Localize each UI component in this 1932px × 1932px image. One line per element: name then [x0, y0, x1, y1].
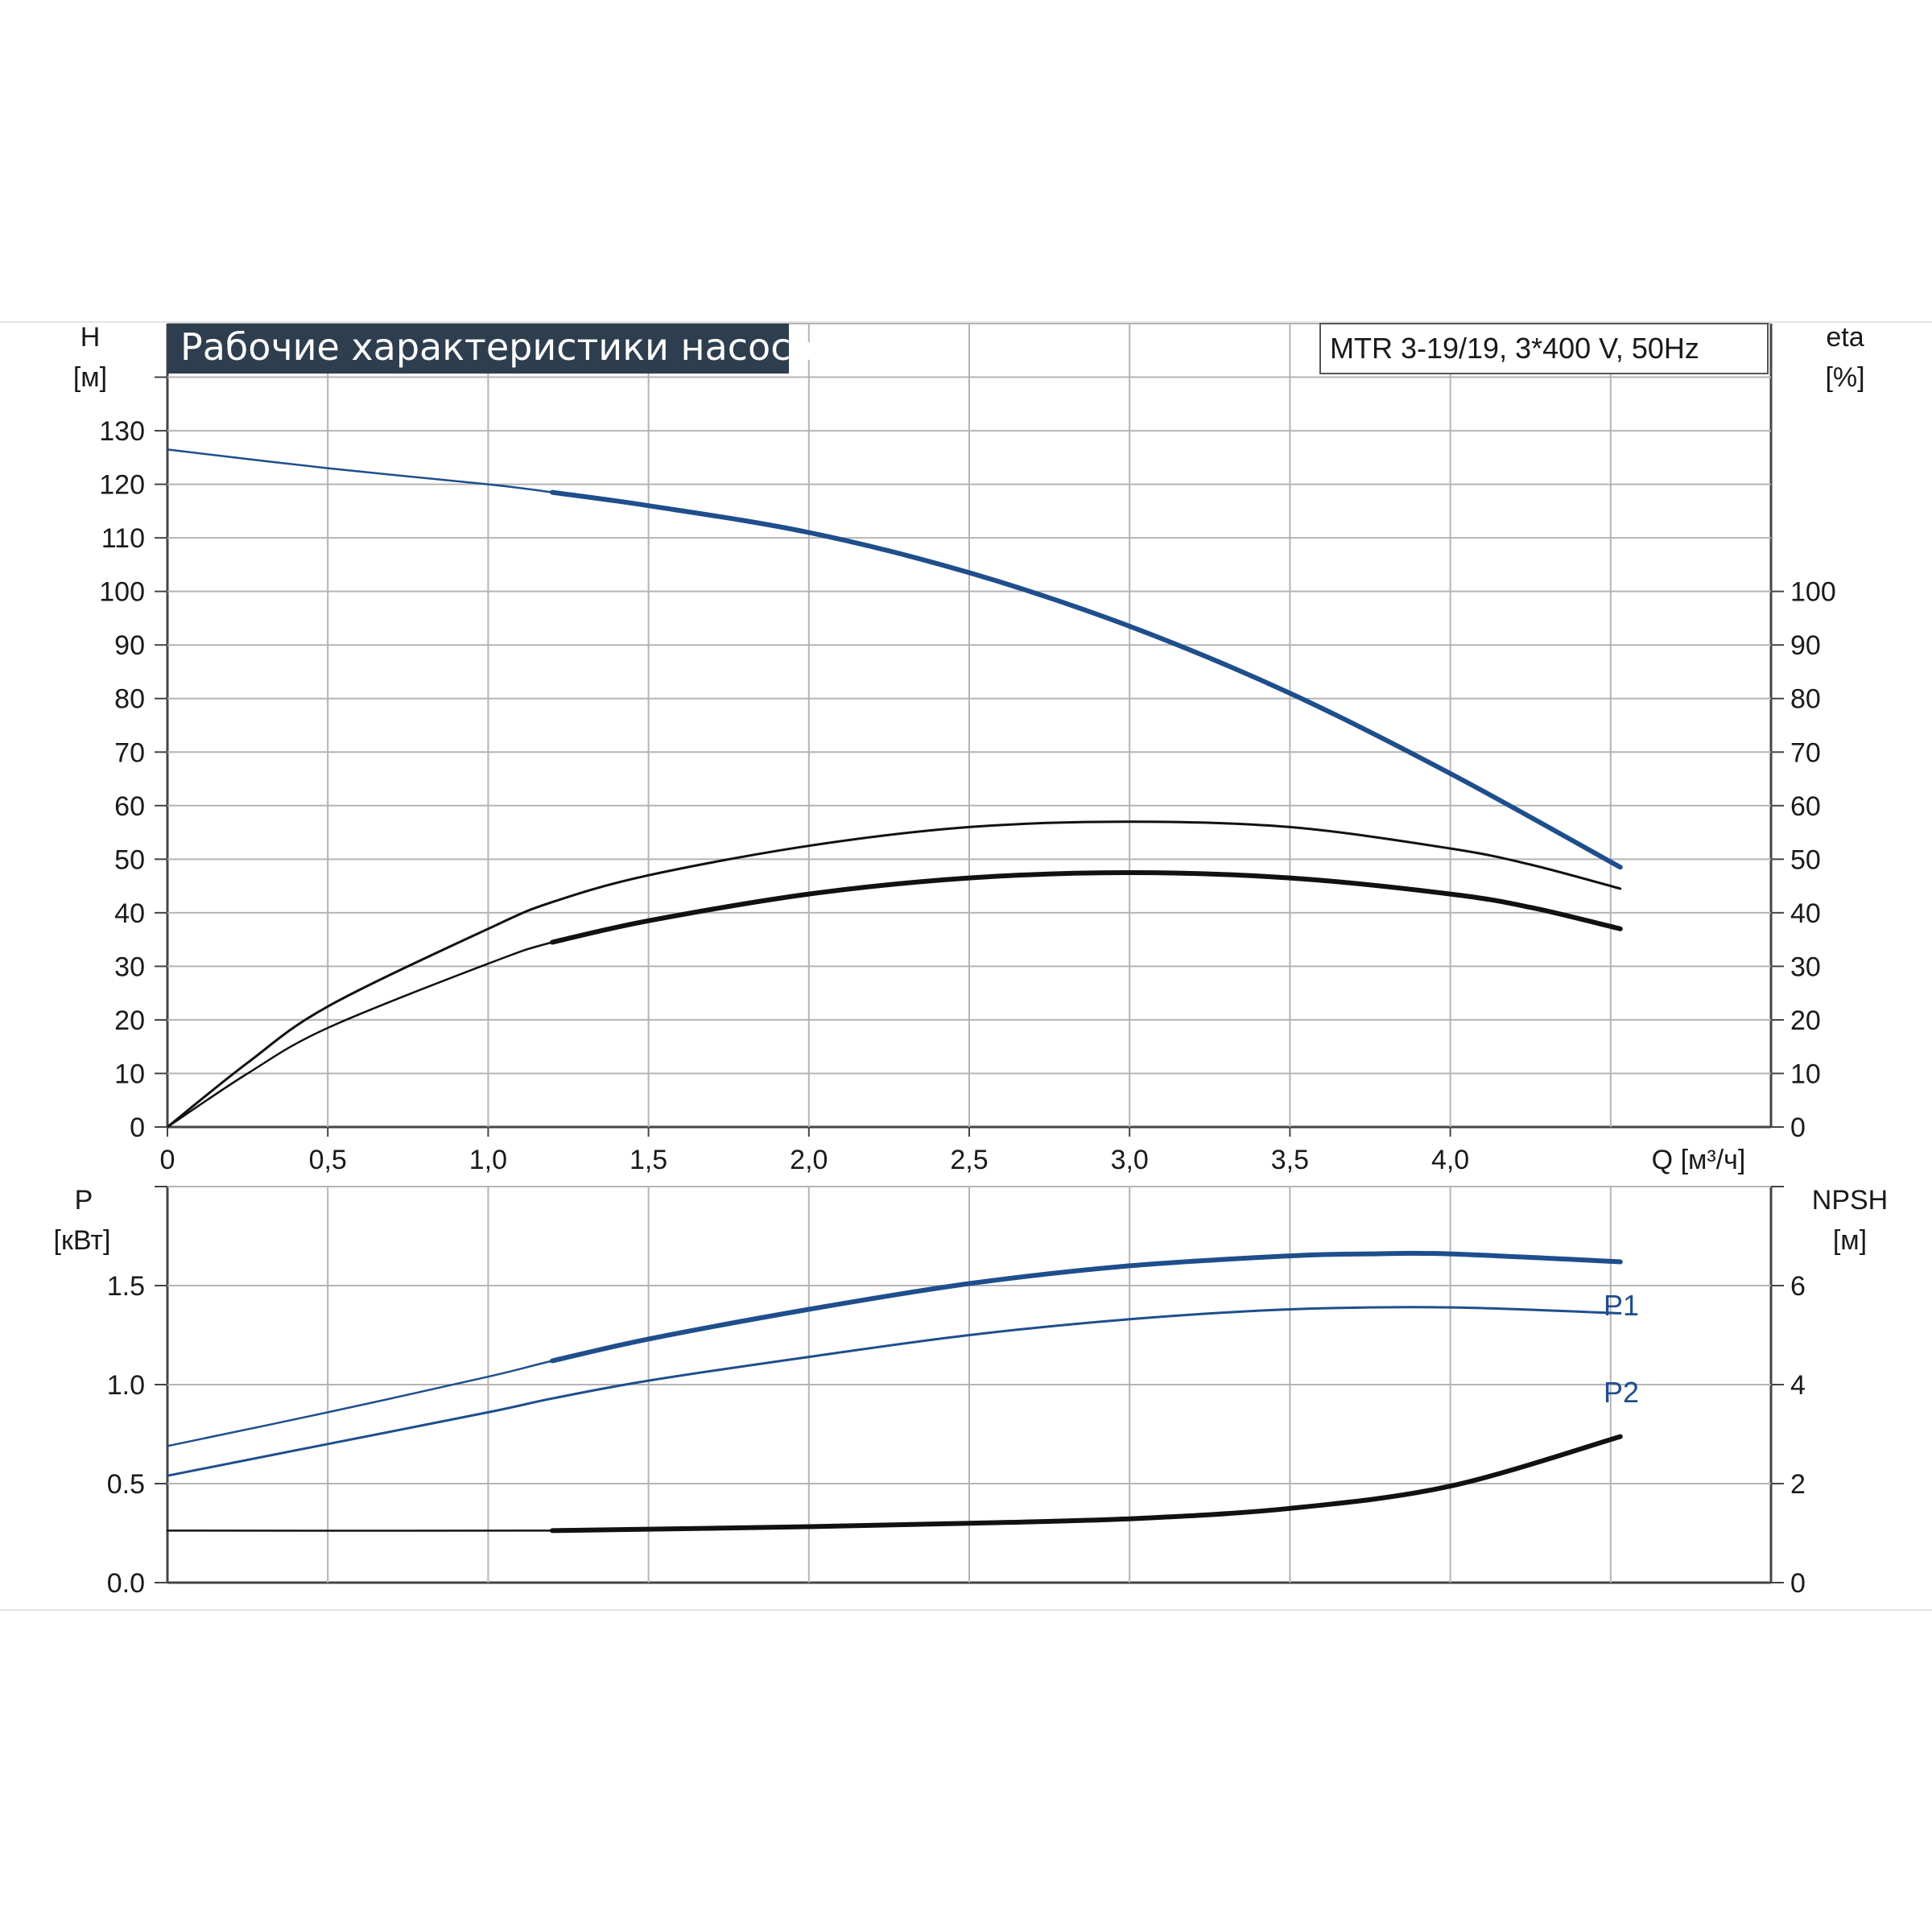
lower-right-axis-symbol: NPSH: [1812, 1185, 1888, 1216]
lower-left-axis-symbol: P: [75, 1185, 93, 1216]
x-tick-label-0: 0: [160, 1145, 175, 1175]
p1-curve-bold: [550, 1250, 1623, 1364]
grid: [167, 324, 1771, 1583]
npsh-tick-label-0: 0: [1790, 1568, 1806, 1599]
h-tick-label-10: 100: [99, 577, 145, 608]
p2-series-label: P2: [1604, 1376, 1639, 1409]
upper-eta-total-curve-thin: [166, 871, 1622, 1129]
upper-left-axis-symbol: H: [80, 322, 101, 353]
h-tick-label-3: 30: [114, 952, 145, 982]
tick-labels: 0 0,5 1,0 1,5 2,0 2,5 3,0 3,5 4,0010203040506070…: [99, 376, 1836, 1599]
x-tick-label-3: 1,5: [630, 1145, 667, 1175]
title-banner: [167, 324, 789, 374]
eta-tick-label-5: 50: [1790, 844, 1821, 875]
eta-tick-label-2: 20: [1790, 1005, 1821, 1036]
upper-eta-curve: [166, 820, 1622, 1129]
x-tick-label-5: 2,5: [950, 1145, 988, 1175]
h-tick-label-13: 130: [99, 416, 145, 447]
x-tick-label-7: 3,5: [1271, 1145, 1309, 1175]
p2-curve: [166, 1306, 1622, 1477]
upper-left-axis-unit: [м]: [73, 362, 107, 393]
lower-left-axis-unit: [кВт]: [54, 1225, 111, 1256]
h-tick-label-2: 20: [114, 1005, 145, 1036]
npsh-curve-bold: [550, 1434, 1623, 1534]
eta-tick-label-4: 40: [1790, 898, 1821, 929]
h-tick-label-0: 0: [130, 1113, 145, 1143]
chart-title: Рабочие характеристики насоса: [180, 325, 814, 369]
p-tick-label-3: 1.5: [107, 1271, 145, 1302]
p-tick-label-0: 0.0: [107, 1568, 145, 1599]
h-tick-label-7: 70: [114, 737, 145, 768]
h-tick-label-12: 120: [99, 470, 145, 501]
x-axis-title: Q [м³/ч]: [1652, 1145, 1746, 1175]
h-tick-label-6: 60: [114, 791, 145, 822]
curves: [166, 448, 1623, 1534]
npsh-tick-label-2: 4: [1790, 1370, 1806, 1401]
eta-tick-label-10: 100: [1790, 577, 1836, 608]
p1-series-label: P1: [1604, 1289, 1639, 1322]
eta-tick-label-3: 30: [1790, 952, 1821, 982]
eta-tick-label-9: 90: [1790, 630, 1821, 661]
p-tick-label-1: 0.5: [107, 1469, 145, 1500]
h-tick-label-8: 80: [114, 684, 145, 715]
eta-tick-label-0: 0: [1790, 1113, 1806, 1143]
model-label: MTR 3-19/19, 3*400 V, 50Hz: [1330, 332, 1699, 365]
h-tick-label-11: 110: [101, 523, 145, 554]
npsh-tick-label-3: 6: [1790, 1271, 1806, 1302]
eta-tick-label-8: 80: [1790, 684, 1821, 715]
x-tick-label-4: 2,0: [790, 1145, 828, 1175]
eta-tick-label-7: 70: [1790, 737, 1821, 768]
x-tick-label-8: 4,0: [1431, 1145, 1469, 1175]
h-tick-label-4: 40: [114, 898, 145, 929]
upper-right-axis-symbol: eta: [1826, 322, 1864, 353]
h-tick-label-5: 50: [114, 844, 145, 875]
upper-right-axis-unit: [%]: [1825, 362, 1864, 393]
x-tick-label-1: 0,5: [309, 1145, 347, 1175]
npsh-tick-label-1: 2: [1790, 1469, 1806, 1500]
upper-eta-total-curve-bold: [550, 869, 1623, 945]
p1-curve-thin: [166, 1252, 1622, 1447]
eta-tick-label-6: 60: [1790, 791, 1821, 822]
lower-right-axis-unit: [м]: [1833, 1225, 1867, 1256]
x-tick-label-2: 1,0: [469, 1145, 507, 1175]
eta-tick-label-1: 10: [1790, 1059, 1821, 1089]
upper-h-curve-thin: [166, 448, 1622, 869]
p-tick-label-2: 1.0: [107, 1370, 145, 1401]
upper-h-curve-bold: [550, 489, 1623, 870]
h-tick-label-9: 90: [114, 630, 145, 661]
model-box: [1319, 323, 1769, 374]
x-tick-label-6: 3,0: [1111, 1145, 1149, 1175]
h-tick-label-1: 10: [114, 1059, 145, 1089]
